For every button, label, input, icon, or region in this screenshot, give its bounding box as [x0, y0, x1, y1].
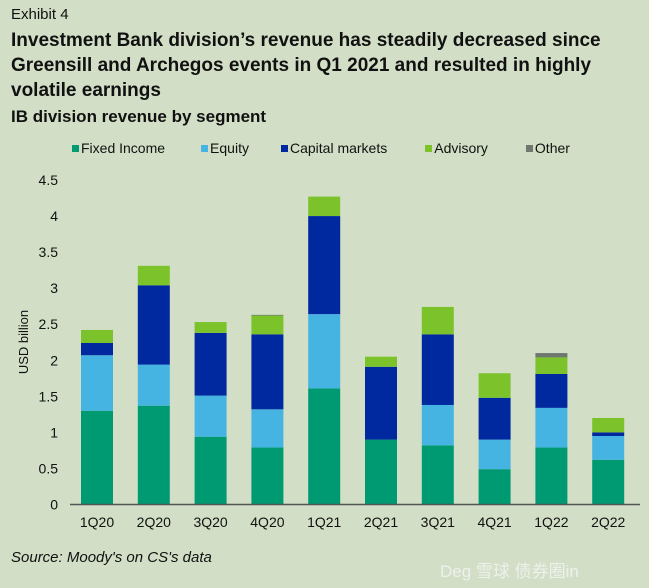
bar-segment-fixed-income	[478, 469, 511, 505]
bar-segment-fixed-income	[137, 405, 170, 505]
bar-segment-fixed-income	[365, 439, 397, 505]
y-tick-label: 1.5	[39, 388, 59, 404]
bar-segment-capital-markets	[137, 285, 170, 365]
bar-segment-equity	[137, 364, 170, 406]
x-tick-label: 4Q20	[250, 514, 284, 530]
legend-item: Capital markets	[280, 140, 388, 157]
bar-segment-capital-markets	[194, 332, 227, 396]
chart-subtitle: IB division revenue by segment	[11, 107, 267, 126]
bar-segment-advisory	[535, 357, 568, 374]
bar-segment-capital-markets	[535, 373, 568, 408]
x-tick-label: 4Q21	[477, 514, 511, 530]
bar-segment-equity	[478, 439, 511, 470]
y-tick-label: 0.5	[39, 460, 59, 476]
bar-segment-equity	[421, 404, 454, 446]
bar-segment-capital-markets	[308, 216, 341, 315]
legend-swatch	[201, 145, 209, 152]
bar-segment-equity	[251, 409, 284, 448]
legend-label: Advisory	[434, 140, 488, 156]
legend-swatch	[525, 145, 533, 152]
bar-segment-capital-markets	[478, 397, 511, 440]
legend: Fixed Income Equity Capital markets Advisor…	[72, 140, 643, 157]
exhibit-label: Exhibit 4	[11, 6, 69, 23]
bar-segment-advisory	[308, 196, 341, 217]
x-tick-label: 2Q20	[137, 514, 171, 530]
legend-label: Other	[534, 140, 570, 156]
bar-segment-fixed-income	[308, 388, 341, 505]
legend-label: Capital markets	[289, 140, 388, 156]
bar-segment-advisory	[478, 373, 511, 398]
x-tick-label: 1Q20	[80, 514, 114, 530]
legend-item: Advisory	[425, 140, 488, 157]
y-tick-label: 3.5	[39, 244, 59, 260]
bar-segment-fixed-income	[251, 447, 284, 505]
bar-segment-advisory	[251, 315, 284, 335]
legend-label: Equity	[210, 140, 249, 156]
watermark: Deg 雪球 债券圈in	[440, 562, 579, 581]
bar-segment-equity	[194, 395, 227, 437]
bar-segment-equity	[592, 435, 625, 460]
legend-item: Equity	[201, 140, 249, 157]
bar-segment-fixed-income	[194, 436, 227, 505]
legend-item: Fixed Income	[72, 140, 165, 157]
bar-segment-fixed-income	[592, 459, 625, 505]
bar-segment-advisory	[592, 417, 625, 433]
y-tick-label: 3	[50, 280, 58, 296]
bar-segment-fixed-income	[535, 447, 568, 505]
bar-segment-advisory	[421, 306, 454, 335]
bar-segment-capital-markets	[81, 342, 113, 356]
x-tick-label: 3Q20	[193, 514, 227, 530]
chart-title: Investment Bank division’s revenue has s…	[11, 30, 601, 101]
y-tick-label: 4	[50, 208, 58, 224]
y-tick-label: 2.5	[39, 316, 59, 332]
x-tick-label: 1Q21	[307, 514, 341, 530]
bar-segment-other	[535, 353, 568, 358]
legend-label: Fixed Income	[81, 140, 166, 156]
bar-segment-advisory	[137, 265, 170, 286]
bar-segment-other	[251, 314, 284, 316]
legend-swatch	[280, 145, 288, 152]
legend-swatch	[72, 145, 79, 152]
bar-segment-advisory	[365, 356, 397, 367]
bar-segment-equity	[308, 314, 341, 389]
bar-segment-advisory	[194, 322, 227, 333]
x-tick-label: 1Q22	[534, 514, 568, 530]
bar-segment-capital-markets	[592, 432, 625, 436]
legend-swatch	[425, 145, 433, 152]
chart-header: Exhibit 4 Investment Bank division’s rev…	[11, 5, 643, 157]
y-tick-label: 0	[50, 497, 58, 513]
source-note: Source: Moody's on CS's data	[11, 549, 212, 566]
bar-segment-advisory	[81, 329, 113, 343]
bar-segment-fixed-income	[421, 445, 454, 505]
bar-segment-fixed-income	[81, 410, 113, 505]
bar-segment-capital-markets	[251, 334, 284, 410]
y-tick-label: 4.5	[39, 172, 59, 188]
x-tick-label: 2Q21	[364, 514, 398, 530]
y-tick-label: 1	[50, 424, 58, 440]
y-tick-label: 2	[50, 352, 58, 368]
bar-segment-capital-markets	[421, 334, 454, 405]
x-tick-label: 3Q21	[421, 514, 455, 530]
x-tick-label: 2Q22	[591, 514, 625, 530]
legend-item: Other	[525, 140, 570, 157]
y-axis-label: USD billion	[16, 310, 31, 374]
bar-segment-equity	[535, 407, 568, 448]
bar-segment-capital-markets	[365, 366, 397, 440]
bar-segment-equity	[81, 355, 113, 411]
